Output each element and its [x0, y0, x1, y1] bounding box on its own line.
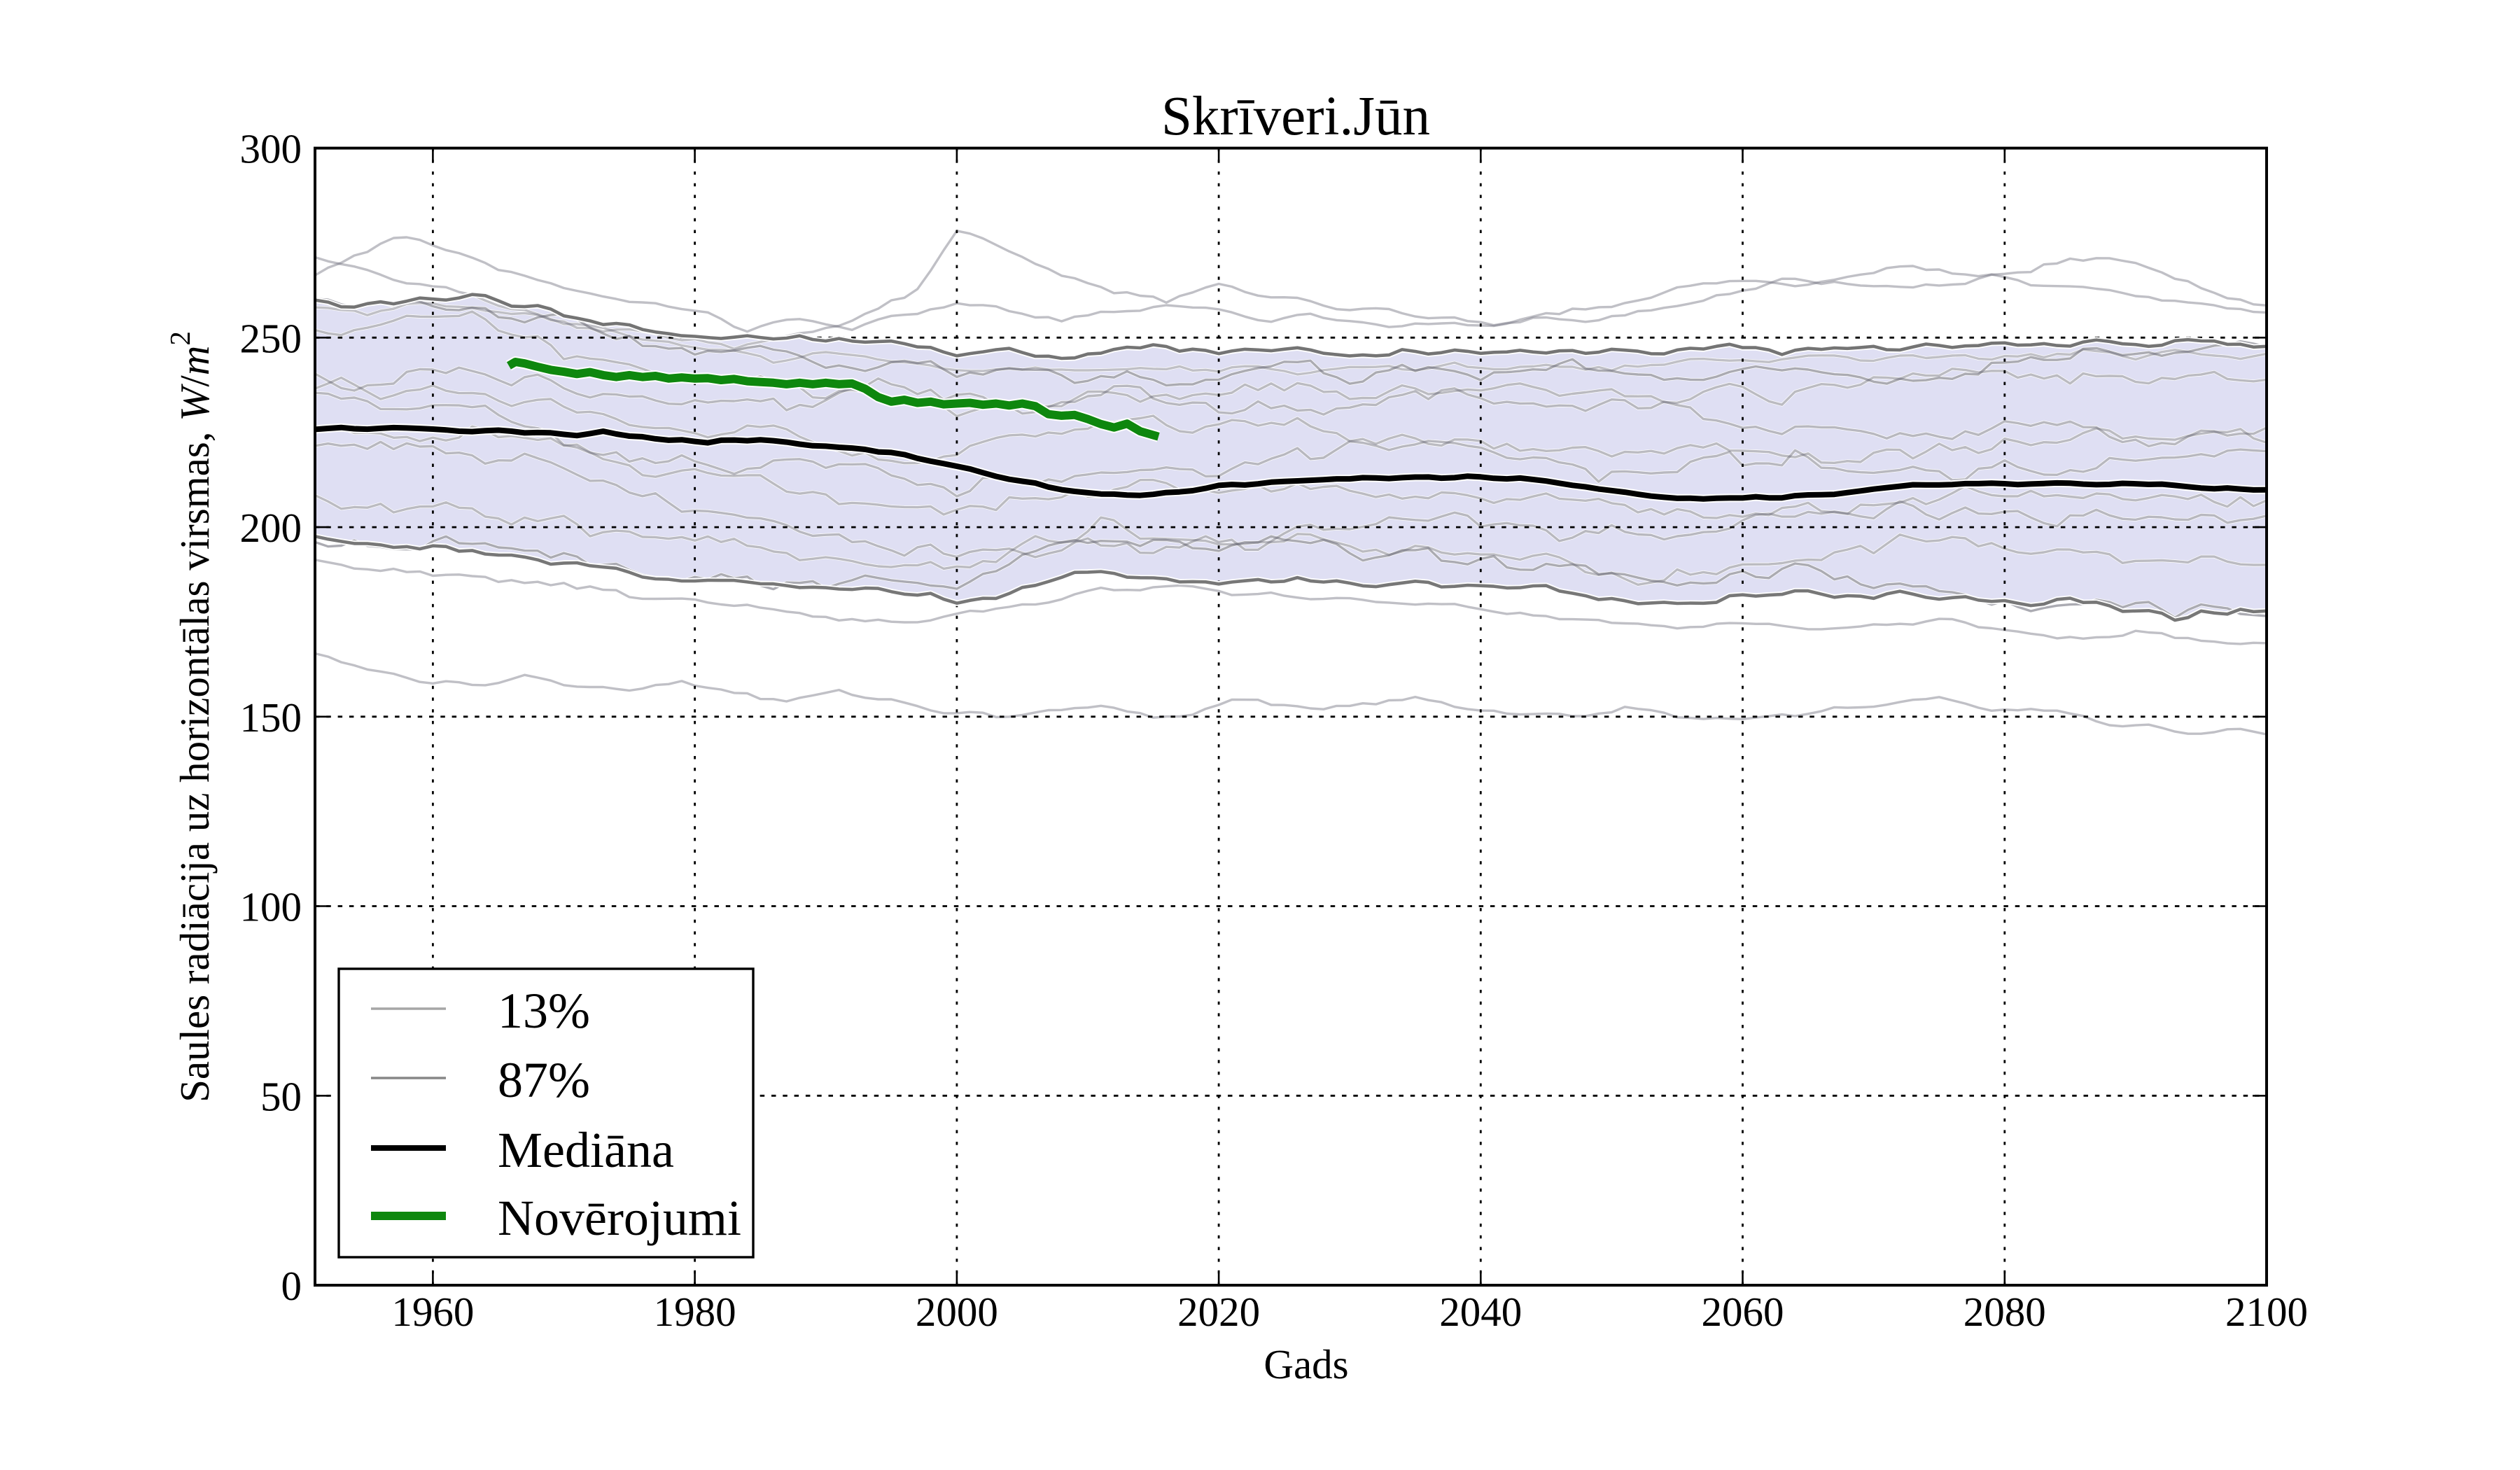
svg-text:Gads: Gads [1264, 1341, 1348, 1387]
svg-text:100: 100 [240, 884, 302, 930]
svg-text:50: 50 [260, 1073, 302, 1119]
svg-text:Skrīveri.Jūn: Skrīveri.Jūn [1161, 86, 1430, 147]
svg-text:13%: 13% [498, 983, 590, 1039]
svg-text:200: 200 [240, 505, 302, 551]
svg-text:2040: 2040 [1439, 1289, 1522, 1335]
svg-text:1960: 1960 [391, 1289, 474, 1335]
svg-text:Saules radiācija uz horizontāl: Saules radiācija uz horizontālas virsmas… [164, 331, 218, 1102]
svg-text:2100: 2100 [2225, 1289, 2308, 1335]
svg-text:Novērojumi: Novērojumi [498, 1190, 741, 1246]
svg-text:1980: 1980 [654, 1289, 736, 1335]
svg-text:2060: 2060 [1702, 1289, 1784, 1335]
svg-text:87%: 87% [498, 1052, 590, 1108]
svg-text:2020: 2020 [1177, 1289, 1260, 1335]
svg-text:300: 300 [240, 126, 302, 172]
svg-text:0: 0 [281, 1263, 302, 1309]
svg-text:Mediāna: Mediāna [498, 1122, 674, 1178]
svg-text:2000: 2000 [916, 1289, 998, 1335]
svg-text:2080: 2080 [1963, 1289, 2046, 1335]
svg-text:250: 250 [240, 315, 302, 361]
svg-text:150: 150 [240, 694, 302, 741]
